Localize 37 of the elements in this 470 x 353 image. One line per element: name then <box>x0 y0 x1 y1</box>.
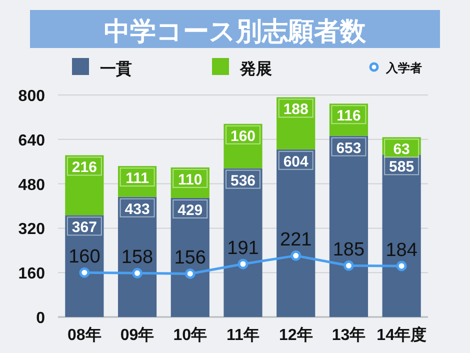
y-tick-label: 320 <box>18 221 46 238</box>
data-label: 184 <box>386 240 418 261</box>
y-tick-label: 800 <box>18 88 46 105</box>
data-label: 110 <box>178 171 202 188</box>
data-label: 221 <box>280 230 312 251</box>
data-label: 216 <box>72 159 97 176</box>
x-tick-label: 10年 <box>173 326 208 344</box>
chart-title: 中学コース別志願者数 <box>104 16 367 46</box>
y-tick-label: 480 <box>18 176 46 194</box>
x-tick-label: 14年度 <box>376 325 426 344</box>
x-tick-label: 09年 <box>120 326 154 344</box>
data-label: 185 <box>332 240 365 261</box>
data-label: 367 <box>72 219 97 236</box>
x-tick-label: 12年 <box>278 326 313 344</box>
y-tick-label: 160 <box>18 266 46 283</box>
data-label: 429 <box>178 202 203 219</box>
legend-label: 一貫 <box>100 60 132 78</box>
data-label: 536 <box>230 172 256 190</box>
data-label: 156 <box>174 248 206 269</box>
data-label: 111 <box>126 170 149 188</box>
data-label: 604 <box>283 153 310 170</box>
data-label: 653 <box>336 140 362 157</box>
data-label: 188 <box>283 101 308 118</box>
x-tick-label: 13年 <box>332 326 366 344</box>
legend-label: 入学者 <box>385 61 422 75</box>
y-tick-label: 640 <box>18 132 46 150</box>
legend-label: 発展 <box>239 60 272 78</box>
data-label: 585 <box>389 158 414 176</box>
x-tick-label: 11年 <box>226 326 260 344</box>
data-label: 116 <box>336 108 361 125</box>
y-tick-label: 0 <box>36 310 46 327</box>
data-label: 433 <box>124 200 150 218</box>
data-label: 160 <box>68 246 100 268</box>
data-label: 160 <box>230 128 256 145</box>
data-label: 158 <box>121 247 154 268</box>
data-label: 191 <box>227 238 259 259</box>
x-tick-label: 08年 <box>68 326 102 344</box>
